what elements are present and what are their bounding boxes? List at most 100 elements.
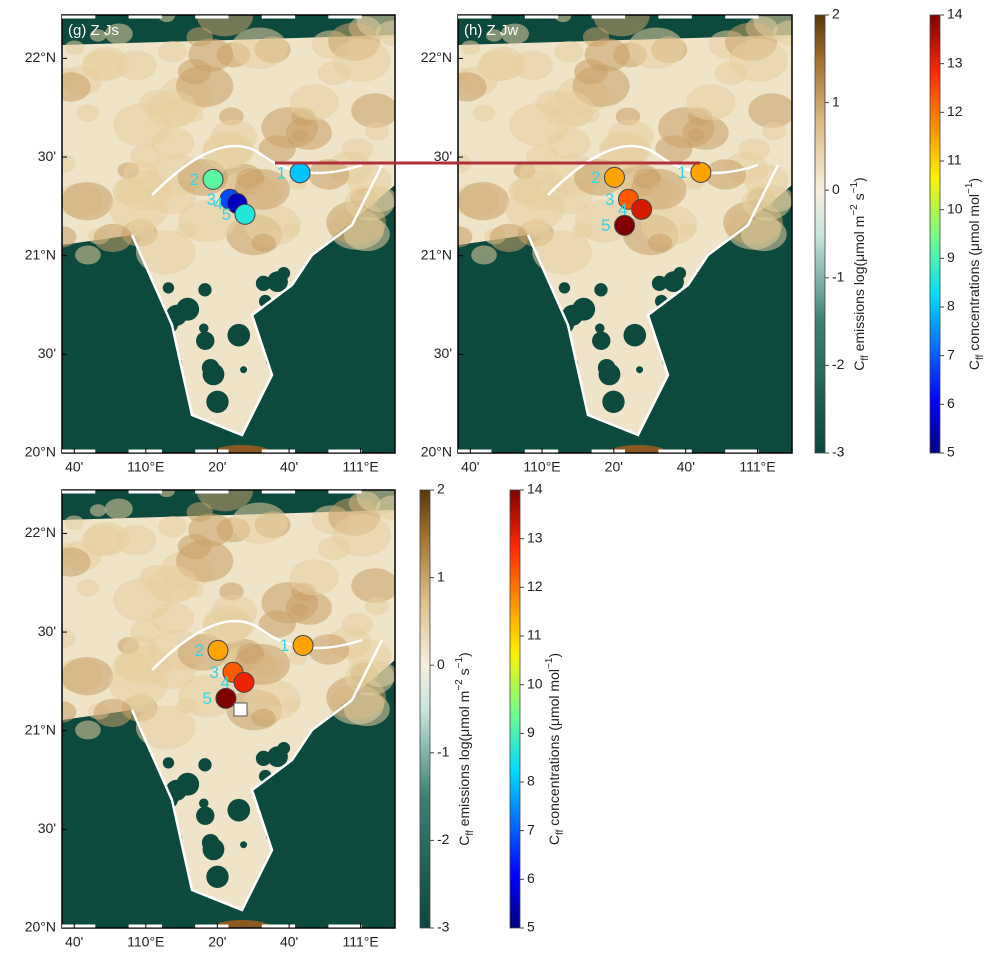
land-patch — [375, 495, 395, 521]
land-patch — [62, 701, 77, 723]
land-patch — [62, 628, 76, 649]
land-patch — [158, 515, 188, 538]
x-tick-label: 110°E — [523, 459, 560, 475]
water-hole — [141, 868, 156, 884]
land-patch — [89, 504, 107, 517]
colorbar-tick-label: -1 — [437, 744, 450, 760]
colorbar-tick-label: -1 — [832, 269, 845, 285]
water-hole — [199, 798, 209, 808]
land-patch — [258, 610, 296, 638]
land-patch — [81, 524, 124, 557]
label-part: ff — [555, 829, 566, 835]
land-patch — [158, 490, 175, 498]
colorbar-tick-label: 10 — [947, 200, 963, 216]
colorbar-label: Cff concentrations (μmol mol−1) — [964, 178, 986, 370]
land-patch — [554, 40, 584, 63]
water-hole — [112, 409, 123, 420]
label-part: concentrations (μmol mol — [966, 194, 982, 355]
water-hole — [198, 758, 212, 772]
label-part: −2 — [849, 204, 860, 216]
colorbar-tick-label: 13 — [527, 529, 543, 545]
water-hole — [196, 806, 215, 825]
colorbar-tick-label: 7 — [947, 346, 955, 362]
water-hole — [258, 769, 272, 783]
land-patch — [308, 159, 350, 190]
site-marker — [292, 634, 314, 656]
water-hole — [176, 772, 200, 796]
colorbar-tick-label: 10 — [527, 675, 543, 691]
water-hole — [280, 790, 300, 809]
land-patch — [509, 103, 570, 147]
y-tick-label: 30' — [38, 820, 56, 836]
x-tick-label: 40' — [280, 459, 298, 475]
water-hole — [267, 271, 288, 293]
land-patch — [738, 137, 770, 162]
land-patch — [748, 93, 792, 128]
water-hole — [159, 828, 183, 851]
water-hole — [509, 321, 518, 331]
land-patch — [186, 502, 213, 522]
land-patch — [500, 23, 529, 45]
colorbar-tick-label: 12 — [947, 103, 963, 119]
colorbar-tick-label: 8 — [527, 773, 535, 789]
land-patch — [627, 27, 685, 69]
land-patch — [289, 84, 339, 121]
label-part: −1 — [849, 182, 860, 194]
x-tick-label: 20' — [208, 934, 226, 950]
water-hole — [196, 331, 215, 350]
water-hole — [265, 826, 284, 844]
land-patch — [351, 568, 395, 603]
land-patch — [460, 40, 481, 56]
land-patch — [104, 498, 133, 520]
colorbar-tick-label: 11 — [947, 152, 962, 168]
colorbar-tick-label: 2 — [437, 481, 445, 497]
water-hole — [240, 841, 248, 849]
x-tick-label: 111°E — [343, 934, 379, 950]
water-hole — [199, 323, 209, 333]
water-hole — [113, 796, 122, 806]
land-patch — [75, 245, 101, 265]
water-hole — [280, 315, 300, 334]
water-hole — [258, 294, 272, 308]
label-part: ) — [851, 177, 867, 182]
colorbar-tick-label: 13 — [947, 54, 963, 70]
colorbar-tick-label: 0 — [832, 181, 840, 197]
x-tick-label: 110°E — [127, 934, 164, 950]
land-patch — [289, 559, 339, 596]
water-hole — [136, 366, 152, 383]
land-patch — [251, 233, 276, 252]
y-tick-label: 30' — [434, 345, 452, 361]
land-patch — [93, 698, 132, 728]
colorbar-tick-label: 11 — [527, 627, 542, 643]
colorbar-tick-label: -2 — [437, 831, 450, 847]
land-patch — [519, 161, 555, 187]
y-tick-label: 22°N — [421, 49, 452, 65]
land-patch — [687, 128, 706, 142]
water-hole — [572, 297, 596, 321]
land-patch — [343, 217, 390, 252]
site-label: 1 — [277, 163, 286, 182]
land-patch — [375, 20, 395, 46]
land-patch — [351, 93, 395, 128]
site-label: 1 — [677, 163, 686, 182]
water-hole — [558, 282, 571, 294]
colorbar-label: Cff emissions log(μmol m−2 s−1) — [849, 177, 871, 370]
land-patch — [62, 182, 114, 221]
land-patch — [234, 169, 290, 210]
colorbar — [929, 14, 941, 454]
water-hole — [96, 397, 108, 409]
water-hole — [661, 351, 680, 369]
site-label: 2 — [195, 641, 204, 660]
site-label: 4 — [618, 200, 627, 219]
label-part: s — [456, 668, 472, 679]
water-hole — [555, 336, 574, 354]
water-hole — [136, 841, 152, 858]
y-tick-label: 30' — [38, 148, 56, 164]
water-hole — [542, 346, 555, 360]
label-part: −2 — [454, 679, 465, 691]
land-patch — [135, 705, 196, 750]
colorbar-tick-label: 6 — [527, 870, 535, 886]
site-label: 4 — [220, 673, 229, 692]
water-hole — [555, 353, 579, 376]
colorbar — [814, 14, 826, 454]
